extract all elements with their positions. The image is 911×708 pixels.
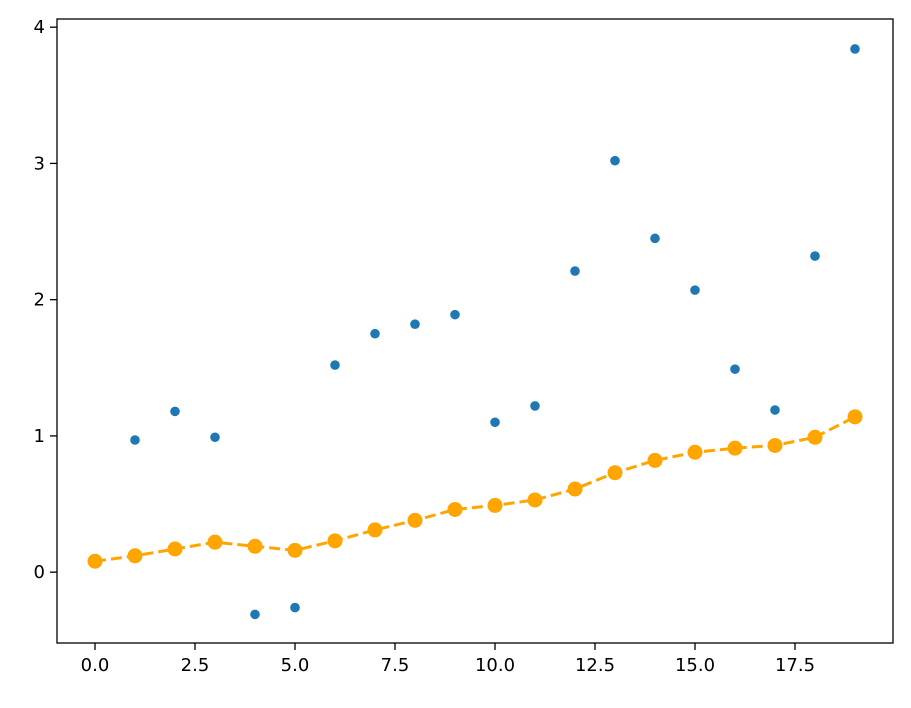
x-tick-label: 10.0	[475, 655, 515, 676]
plot-frame	[56, 18, 894, 644]
series-1-point	[647, 452, 663, 468]
x-tick-label: 15.0	[675, 655, 715, 676]
series-1-point	[567, 481, 583, 497]
plot-marks	[87, 44, 863, 620]
series-0-point	[250, 609, 260, 620]
series-1-point	[727, 440, 743, 456]
series-0-point	[610, 155, 620, 166]
series-1-point	[367, 522, 383, 538]
y-tick-label: 0	[34, 562, 45, 583]
x-tick-label: 0.0	[81, 655, 110, 676]
series-1-point	[207, 534, 223, 550]
series-0-point	[810, 251, 820, 261]
x-tick-label: 17.5	[775, 655, 815, 676]
series-0-point	[330, 360, 340, 370]
x-tick-label: 12.5	[575, 655, 615, 676]
series-0-point	[730, 364, 740, 374]
y-tick-label: 3	[34, 153, 45, 174]
series-0-point	[370, 328, 380, 339]
series-1-point	[687, 444, 703, 460]
x-tick-label: 2.5	[181, 655, 210, 676]
series-1-point	[127, 548, 143, 564]
series-1-point	[407, 512, 423, 528]
series-1-point	[767, 437, 783, 453]
series-0-point	[210, 432, 220, 443]
series-1-point	[847, 409, 863, 425]
series-1-point	[87, 553, 103, 569]
series-0-point	[410, 319, 420, 329]
series-0-point	[650, 233, 660, 244]
series-1-point	[287, 542, 303, 558]
series-1-point	[447, 501, 463, 517]
series-0-point	[130, 435, 140, 445]
series-1-point	[487, 497, 503, 513]
series-0-point	[850, 44, 860, 54]
y-tick-label: 1	[34, 426, 45, 447]
y-tick-label: 4	[34, 17, 45, 38]
series-1-point	[167, 541, 183, 557]
series-1-point	[527, 492, 543, 508]
series-0-point	[570, 266, 580, 276]
series-0-point	[170, 406, 180, 417]
series-1-point	[247, 538, 263, 554]
x-tick-label: 5.0	[281, 655, 310, 676]
x-tick-label: 7.5	[381, 655, 410, 676]
series-0-point	[530, 401, 540, 411]
series-1-point	[607, 465, 623, 481]
x-axis: 0.0 2.5 5.0 7.5 10.0 12.5 15.0 17.5	[81, 643, 815, 676]
series-0-point	[770, 405, 780, 415]
y-axis: 0 1 2 3 4	[34, 17, 57, 583]
series-1-point	[807, 429, 823, 445]
y-tick-label: 2	[34, 290, 45, 311]
series-1-point	[327, 533, 343, 549]
series-0-point	[690, 285, 700, 295]
series-0-point	[290, 602, 300, 613]
series-0-point	[490, 417, 500, 428]
series-0-point	[450, 309, 460, 320]
